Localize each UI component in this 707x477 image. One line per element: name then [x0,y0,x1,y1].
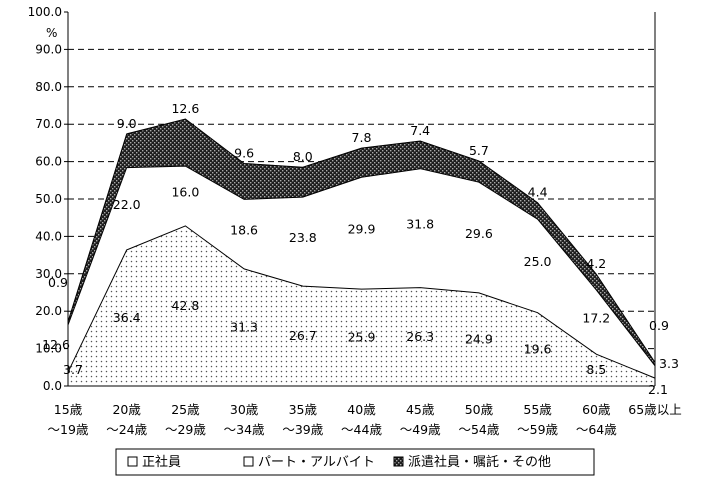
y-tick-label-3: 30.0 [35,267,62,281]
y-tick-label-5: 50.0 [35,192,62,206]
value-label-s2-2: 12.6 [171,101,199,116]
value-label-s1-2: 16.0 [171,184,199,199]
axes [64,11,656,387]
category-label-6-line2: 〜49歳 [400,422,441,437]
value-label-s2-8: 4.4 [528,185,548,200]
value-label-s0-5: 25.9 [348,330,376,345]
value-label-s0-4: 26.7 [289,328,317,343]
value-label-s1-3: 18.6 [230,222,258,237]
value-label-s2-4: 8.0 [293,149,313,164]
y-tick-label-0: 0.0 [43,379,62,393]
legend-label-0: 正社員 [142,454,181,470]
chart-areas [67,118,656,386]
value-label-s0-6: 26.3 [406,329,434,344]
value-label-s1-7: 29.6 [465,226,493,241]
value-label-s1-10: 3.3 [659,356,679,371]
category-label-1: 20歳 [112,402,141,417]
category-label-8: 55歳 [523,402,552,417]
value-label-s0-8: 19.6 [524,341,552,356]
category-labels: 15歳〜19歳 20歳〜24歳 25歳〜29歳 30歳〜34歳 35歳〜39歳 40歳〜4… [48,402,682,437]
value-label-s2-0: 0.9 [48,275,68,290]
value-label-s2-5: 7.8 [352,130,372,145]
boundary-line-0 [67,225,656,379]
legend: 正社員 パート・アルバイト 派遣社員・嘱託・その他 [115,448,595,476]
value-label-s2-10: 0.9 [649,318,669,333]
value-label-s1-4: 23.8 [289,230,317,245]
category-label-2: 25歳 [171,402,200,417]
value-label-s0-9: 8.5 [586,362,606,377]
y-tick-label-7: 70.0 [35,117,62,131]
value-label-s1-0: 12.6 [42,337,70,352]
category-label-7-line2: 〜54歳 [458,422,499,437]
category-label-0: 15歳 [54,402,83,417]
value-label-s0-0: 3.7 [63,362,83,377]
legend-swatch-2 [393,456,404,467]
boundary-line-2 [67,118,656,363]
category-label-3: 30歳 [230,402,259,417]
legend-box [115,448,595,476]
y-tick-label-10: 100.0 [28,5,62,19]
category-label-5-line2: 〜44歳 [341,422,382,437]
value-label-s0-2: 42.8 [171,298,199,313]
value-labels: 3.7 12.6 0.9 36.4 22.0 9.0 42.8 16.0 12.6 31.3 18.… [42,101,679,397]
value-label-s1-9: 17.2 [582,310,610,325]
category-label-4: 35歳 [289,402,318,417]
y-tick-label-4: 40.0 [35,229,62,243]
value-label-s1-8: 25.0 [524,254,552,269]
value-label-s0-1: 36.4 [113,310,141,325]
y-tick-label-9: 90.0 [35,42,62,56]
category-label-9-line2: 〜64歳 [576,422,617,437]
legend-swatch-1 [243,456,254,467]
category-label-6: 45歳 [406,402,435,417]
category-label-2-line2: 〜29歳 [165,422,206,437]
y-tick-label-2: 20.0 [35,304,62,318]
y-tick-label-6: 60.0 [35,155,62,169]
boundary-line-1 [67,165,656,367]
category-label-3-line2: 〜34歳 [224,422,265,437]
area-series-1 [68,166,655,379]
category-label-0-line2: 〜19歳 [48,422,89,437]
value-label-s2-9: 4.2 [586,256,606,271]
value-label-s2-3: 9.6 [234,145,254,160]
value-label-s0-10: 2.1 [648,382,668,397]
area-series-2 [68,119,655,366]
category-label-4-line2: 〜39歳 [282,422,323,437]
y-tick-label-1: 10.0 [35,342,62,356]
value-label-s0-3: 31.3 [230,319,258,334]
value-label-s2-6: 7.4 [410,123,430,138]
legend-swatch-0 [127,456,138,467]
y-axis-unit-label: % [46,26,57,40]
value-label-s0-7: 24.9 [465,331,493,346]
category-label-5: 40歳 [347,402,376,417]
legend-label-1: パート・アルバイト [258,455,375,470]
value-label-s2-7: 5.7 [469,143,489,158]
category-label-8-line2: 〜59歳 [517,422,558,437]
legend-label-2: 派遣社員・嘱託・その他 [408,454,551,470]
y-tick-label-8: 80.0 [35,80,62,94]
category-label-10: 65歳以上 [628,402,681,417]
value-label-s2-1: 9.0 [117,116,137,131]
area-series-0 [68,225,655,386]
category-label-1-line2: 〜24歳 [106,422,147,437]
y-tick-labels: 0.0 10.0 20.0 30.0 40.0 50.0 60.0 70.0 80.0 90.0 1… [28,5,62,393]
category-label-7: 50歳 [465,402,494,417]
category-label-9: 60歳 [582,402,611,417]
value-label-s1-6: 31.8 [406,216,434,231]
value-label-s1-5: 29.9 [348,221,376,236]
value-label-s1-1: 22.0 [113,197,141,212]
